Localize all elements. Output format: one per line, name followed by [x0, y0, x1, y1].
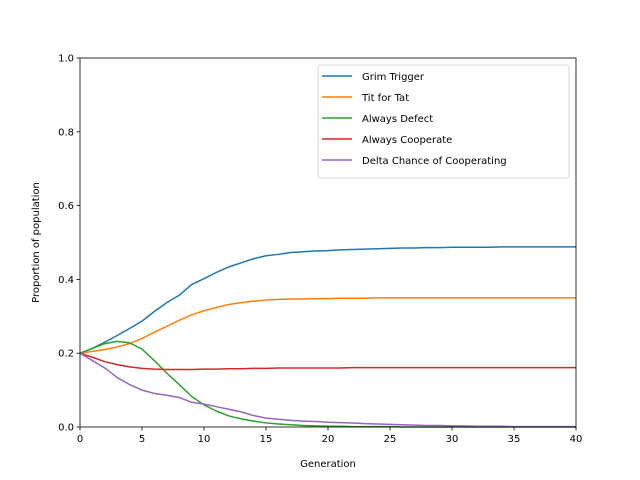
ticks-group: 0 5 10 15 20 25 30 35 40 0.0 0.2 0.4 0.6 0.8 1.0: [58, 54, 582, 446]
y-tick-label: 0.0: [58, 423, 74, 434]
legend-label-2: Always Defect: [362, 114, 433, 125]
x-tick-label: 35: [508, 434, 521, 445]
y-tick-label: 0.6: [58, 201, 74, 212]
series-line-1: [79, 297, 576, 354]
series-line-3: [79, 352, 576, 371]
legend-label-3: Always Cooperate: [362, 135, 452, 146]
legend-label-1: Tit for Tat: [361, 93, 409, 104]
x-tick-label: 0: [77, 434, 83, 445]
legend-box: [317, 64, 570, 179]
y-tick-label: 0.4: [58, 275, 74, 286]
x-tick-label: 15: [260, 434, 273, 445]
x-axis-title: Generation: [300, 459, 356, 470]
x-tick-label: 5: [139, 434, 145, 445]
x-tick-label: 30: [446, 434, 459, 445]
x-tick-label: 20: [322, 434, 335, 445]
x-tick-label: 40: [570, 434, 583, 445]
y-axis-title: Proportion of population: [31, 182, 42, 303]
x-tick-label: 10: [198, 434, 211, 445]
legend-label-4: Delta Chance of Cooperating: [362, 156, 507, 167]
x-tick-label: 25: [384, 434, 397, 445]
series-line-4: [79, 352, 576, 428]
series-line-0: [79, 246, 576, 354]
y-tick-label: 0.8: [58, 127, 74, 138]
y-tick-label: 0.2: [58, 349, 74, 360]
legend: Grim Trigger Tit for Tat Always Defect Alwa…: [317, 64, 570, 179]
legend-label-0: Grim Trigger: [362, 72, 425, 83]
y-tick-label: 1.0: [58, 54, 74, 65]
